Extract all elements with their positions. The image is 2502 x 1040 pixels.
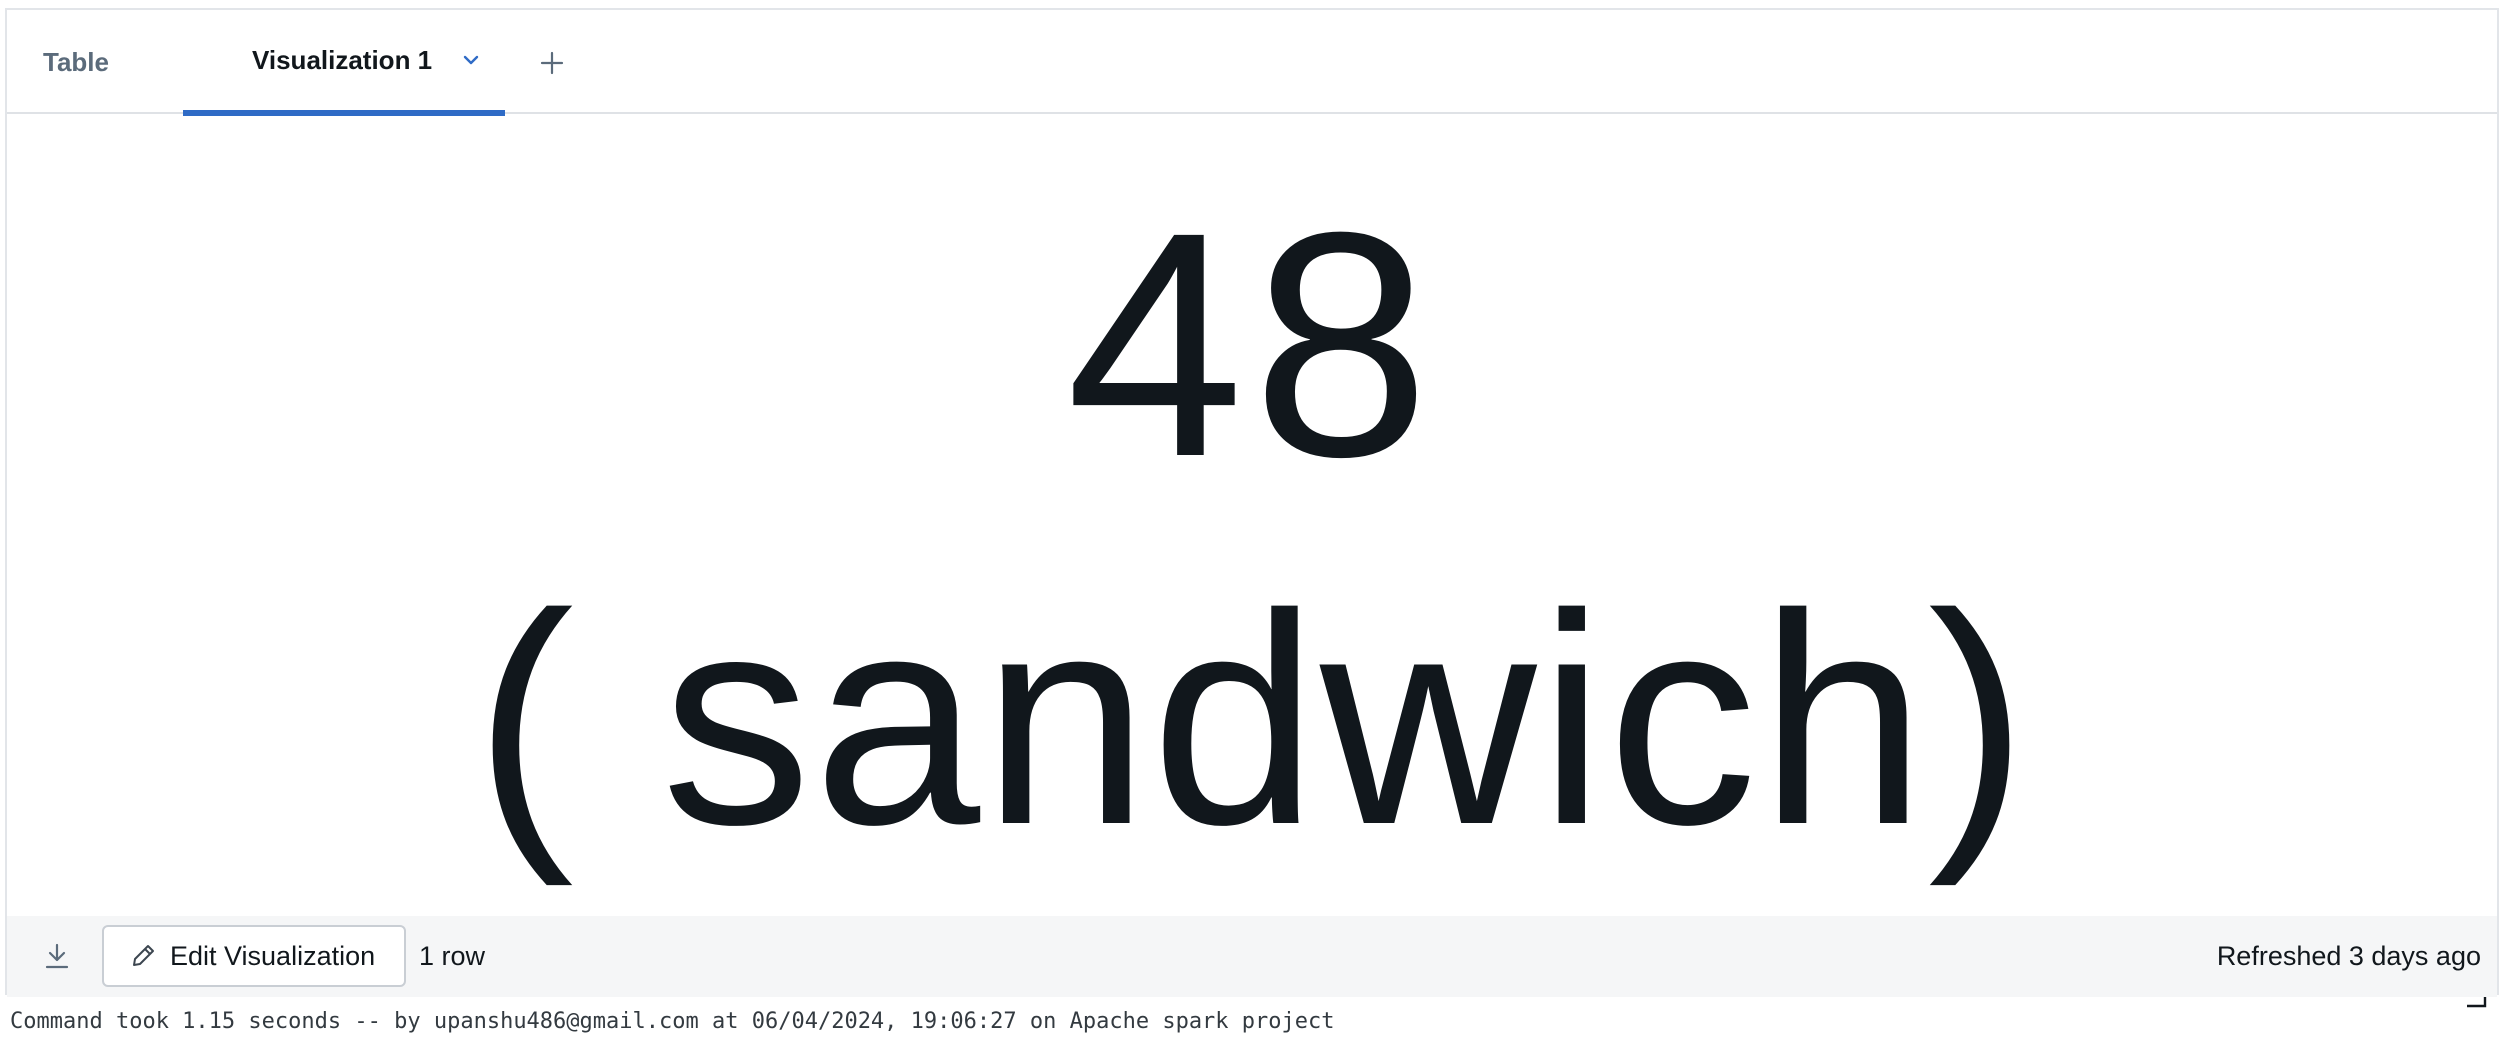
row-count: 1 row	[419, 941, 486, 971]
edit-visualization-button[interactable]: Edit Visualization	[102, 925, 406, 987]
tab-visualization-label: Visualization 1	[252, 44, 433, 75]
download-button[interactable]	[37, 938, 77, 978]
add-visualization-button[interactable]	[537, 50, 567, 80]
tab-visualization-1[interactable]: Visualization 1	[183, 10, 505, 116]
pencil-icon	[128, 941, 158, 971]
counter-value: 48	[1066, 165, 1438, 523]
chevron-down-icon[interactable]	[460, 49, 482, 71]
plus-icon	[539, 50, 565, 81]
results-footer: Edit Visualization 1 row Refreshed 3 day…	[7, 916, 2497, 997]
tab-bar: Table Visualization 1	[7, 10, 2497, 116]
command-status-line: Command took 1.15 seconds -- by upanshu4…	[10, 1009, 1335, 1034]
counter-visualization: 48 ( sandwich)	[7, 114, 2497, 1008]
download-icon	[42, 941, 72, 976]
tab-table-label: Table	[43, 46, 109, 77]
edit-visualization-label: Edit Visualization	[170, 940, 376, 971]
counter-target-label: ( sandwich)	[474, 551, 2030, 887]
visualization-panel: Table Visualization 1 48 ( sandwich)	[5, 8, 2499, 1008]
tab-table[interactable]: Table	[43, 10, 109, 114]
refreshed-status: Refreshed 3 days ago	[2216, 941, 2481, 971]
